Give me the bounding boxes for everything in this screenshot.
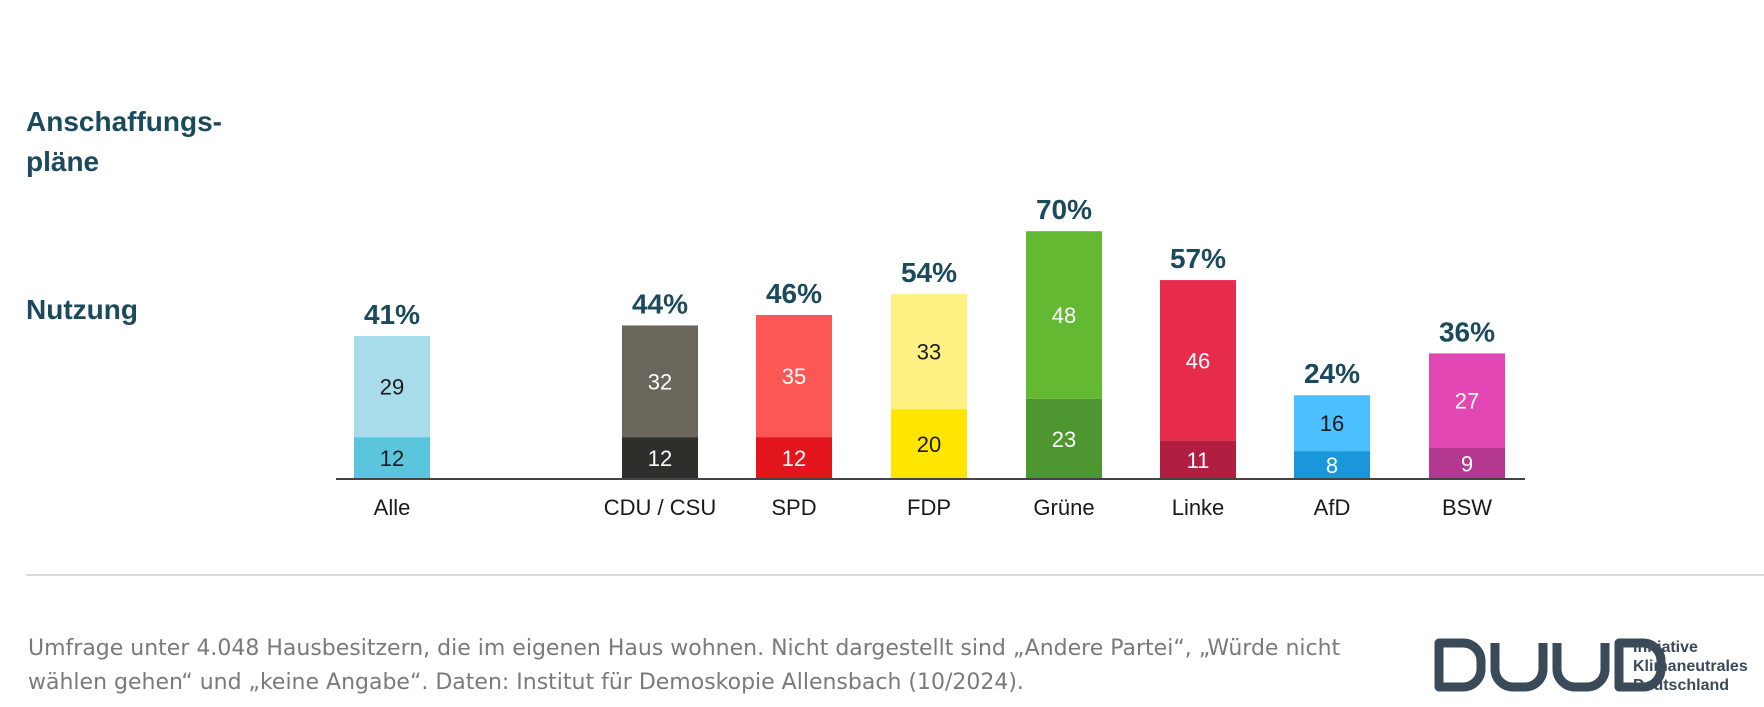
total-label: 57% xyxy=(1170,243,1226,274)
total-label: 70% xyxy=(1036,194,1092,225)
bar-nutzung xyxy=(622,437,698,479)
source-note: Umfrage unter 4.048 Hausbesitzern, die i… xyxy=(28,636,1341,695)
bar-anschaffungsplaene xyxy=(756,314,832,438)
bar-nutzung xyxy=(1160,440,1236,479)
data-label-anschaffungsplaene: 46 xyxy=(1186,348,1210,373)
bar-nutzung xyxy=(354,437,430,479)
data-label-anschaffungsplaene: 48 xyxy=(1052,303,1076,328)
bar-anschaffungsplaene xyxy=(1026,231,1102,399)
legend-anschaffungsplaene: Anschaffungs-pläne xyxy=(26,106,222,177)
data-label-anschaffungsplaene: 16 xyxy=(1320,411,1344,436)
bar-nutzung xyxy=(891,409,967,479)
bar-anschaffungsplaene xyxy=(622,325,698,438)
category-label: AfD xyxy=(1314,495,1351,520)
data-label-nutzung: 20 xyxy=(917,432,941,457)
data-label-nutzung: 12 xyxy=(380,446,404,471)
data-label-nutzung: 8 xyxy=(1326,453,1338,478)
logo-line-3: Deutschland xyxy=(1633,677,1730,694)
ikd-logo-icon xyxy=(1434,638,1666,692)
data-label-anschaffungsplaene: 33 xyxy=(917,340,941,365)
category-label: SPD xyxy=(771,495,816,520)
category-label: Grüne xyxy=(1033,495,1094,520)
logo-line-1: Initiative xyxy=(1633,639,1698,656)
data-label-anschaffungsplaene: 32 xyxy=(648,369,672,394)
category-label: CDU / CSU xyxy=(604,495,716,520)
data-label-nutzung: 12 xyxy=(648,446,672,471)
data-label-nutzung: 9 xyxy=(1461,451,1473,476)
total-label: 41% xyxy=(364,299,420,330)
category-label: Linke xyxy=(1172,495,1225,520)
bar-anschaffungsplaene xyxy=(354,335,430,438)
bar-anschaffungsplaene xyxy=(1429,353,1505,448)
bar-anschaffungsplaene xyxy=(891,294,967,410)
data-label-nutzung: 11 xyxy=(1187,448,1210,473)
data-label-anschaffungsplaene: 27 xyxy=(1455,388,1479,413)
bar-nutzung xyxy=(1294,451,1370,479)
total-label: 24% xyxy=(1304,358,1360,389)
stacked-bar-chart: 12 29 41% Alle 12 32 44% CDU / CSU 12 35 46% SPD 20 3… xyxy=(336,194,1525,520)
logo-line-2: Klimaneutrales xyxy=(1633,658,1748,675)
total-label: 54% xyxy=(901,257,957,288)
bar-nutzung xyxy=(1429,447,1505,479)
divider xyxy=(26,574,1764,576)
category-label: Alle xyxy=(374,495,411,520)
legend-nutzung: Nutzung xyxy=(26,294,138,325)
total-label: 46% xyxy=(766,278,822,309)
category-label: BSW xyxy=(1442,495,1492,520)
bar-nutzung xyxy=(1026,398,1102,479)
category-label: FDP xyxy=(907,495,951,520)
total-label: 44% xyxy=(632,288,688,319)
data-label-anschaffungsplaene: 29 xyxy=(380,375,404,400)
total-label: 36% xyxy=(1439,316,1495,347)
bar-anschaffungsplaene xyxy=(1160,280,1236,441)
ikd-logo-text: Initiative Klimaneutrales Deutschland xyxy=(1633,638,1748,695)
bar-anschaffungsplaene xyxy=(1294,395,1370,452)
data-label-nutzung: 23 xyxy=(1052,427,1076,452)
data-label-nutzung: 12 xyxy=(782,446,806,471)
bar-nutzung xyxy=(756,437,832,479)
data-label-anschaffungsplaene: 35 xyxy=(782,364,806,389)
